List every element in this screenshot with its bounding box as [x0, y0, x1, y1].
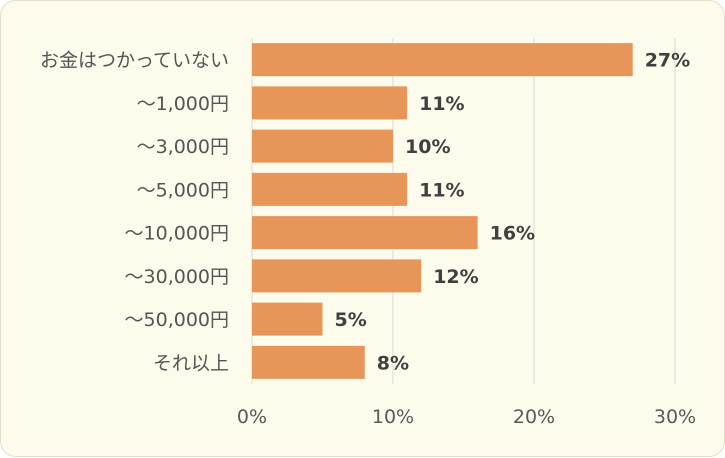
x-tick-label: 30% — [654, 406, 696, 428]
value-labels: 27% 11% 10% 11% 16% 12% 5% 8% — [335, 50, 691, 375]
category-labels: お金はつかっていない ～1,000円 ～3,000円 ～5,000円 ～10,000円 ～… — [40, 50, 229, 375]
value-label: 11% — [419, 179, 464, 201]
x-tick-label: 10% — [372, 406, 414, 428]
x-tick-label: 20% — [513, 406, 555, 428]
category-label: ～10,000円 — [125, 223, 229, 245]
category-label: お金はつかっていない — [40, 50, 229, 72]
value-label: 8% — [377, 352, 409, 374]
value-label: 11% — [419, 93, 464, 115]
bar — [252, 259, 422, 293]
bar — [252, 302, 323, 336]
category-label: それ以上 — [153, 352, 229, 374]
x-tick-label: 0% — [237, 406, 267, 428]
bar — [252, 216, 478, 250]
value-label: 12% — [433, 266, 478, 288]
bar — [252, 43, 633, 77]
bar — [252, 129, 393, 163]
bar — [252, 86, 408, 120]
value-label: 27% — [645, 50, 690, 72]
category-label: ～50,000円 — [125, 309, 229, 331]
x-axis-tick-labels: 0% 10% 20% 30% — [237, 406, 696, 428]
category-label: ～1,000円 — [137, 93, 229, 115]
category-label: ～5,000円 — [137, 179, 229, 201]
bars — [252, 43, 633, 379]
value-label: 16% — [490, 223, 535, 245]
value-label: 5% — [335, 309, 367, 331]
bar — [252, 345, 365, 379]
bar — [252, 172, 408, 206]
category-label: ～30,000円 — [125, 266, 229, 288]
category-label: ～3,000円 — [137, 136, 229, 158]
value-label: 10% — [405, 136, 450, 158]
